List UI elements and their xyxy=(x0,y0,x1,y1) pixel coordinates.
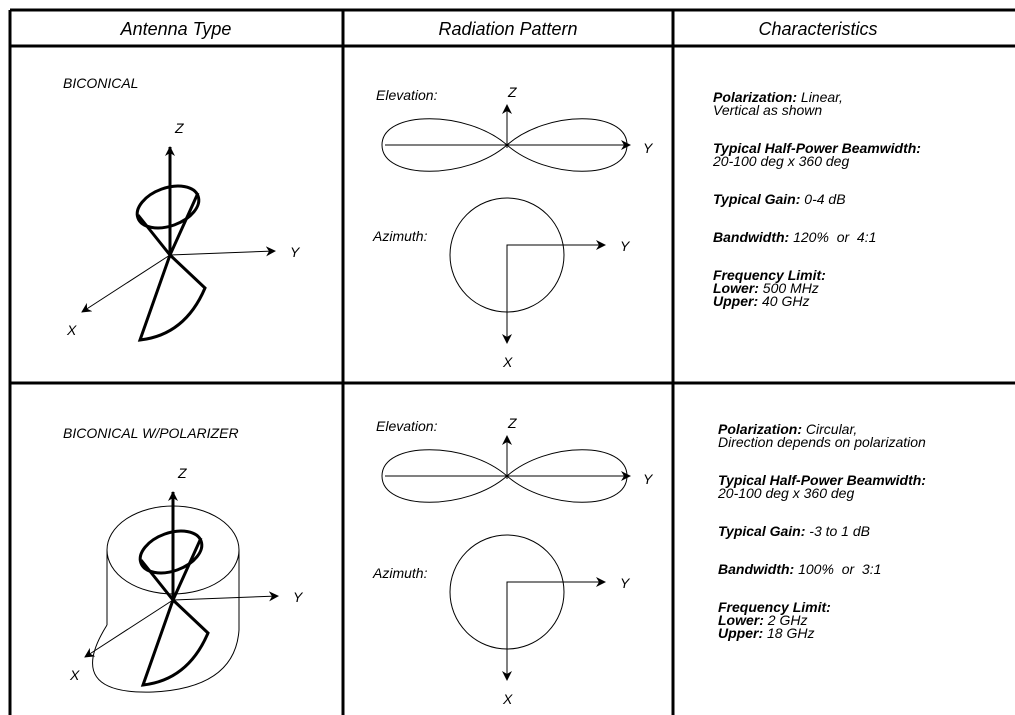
pattern-label: Elevation: xyxy=(376,87,438,103)
characteristic-value: 20-100 deg x 360 deg xyxy=(717,485,854,501)
characteristic-label: Bandwidth: xyxy=(713,229,789,245)
axis-label: Y xyxy=(643,471,654,487)
characteristic-label: Typical Half-Power Beamwidth: xyxy=(718,472,926,488)
characteristic-value: Direction depends on polarization xyxy=(718,434,926,450)
characteristic: Bandwidth: 120% or 4:1 xyxy=(713,229,876,245)
characteristic-value: -3 to 1 dB xyxy=(809,523,870,539)
axis xyxy=(506,577,606,597)
characteristic: Typical Half-Power Beamwidth: xyxy=(718,472,926,488)
characteristic: Vertical as shown xyxy=(713,102,822,118)
axis xyxy=(81,254,171,313)
axis xyxy=(84,599,174,658)
pattern-label: Azimuth: xyxy=(372,228,428,244)
axis-label: Y xyxy=(643,140,654,156)
axis-label: X xyxy=(502,354,513,370)
characteristic: Upper: 18 GHz xyxy=(718,625,814,641)
axis-label: Y xyxy=(293,589,304,605)
characteristic-label: Polarization: xyxy=(718,421,802,437)
antenna-type: BICONICAL xyxy=(63,75,138,91)
axis-label: Z xyxy=(177,465,187,481)
axis-label: Z xyxy=(507,84,517,100)
characteristic: Typical Gain: -3 to 1 dB xyxy=(718,523,870,539)
characteristic-value: 20-100 deg x 360 deg xyxy=(712,153,849,169)
cone-rim xyxy=(135,184,201,230)
axis xyxy=(169,246,276,257)
axis-label: X xyxy=(502,691,513,707)
characteristic: Direction depends on polarization xyxy=(718,434,926,450)
column-header: Antenna Type xyxy=(120,19,232,39)
characteristic-value: Circular, xyxy=(806,421,857,437)
characteristic: Lower: 2 GHz xyxy=(718,612,807,628)
characteristic-value: 100% or 3:1 xyxy=(798,561,881,577)
axis-label: Y xyxy=(290,244,301,260)
characteristic: 20-100 deg x 360 deg xyxy=(717,485,854,501)
characteristic: Typical Gain: 0-4 dB xyxy=(713,191,846,207)
axis-label: Z xyxy=(507,415,517,431)
characteristic: Frequency Limit: xyxy=(718,599,831,615)
characteristic-value: 2 GHz xyxy=(767,612,808,628)
characteristic-label: Typical Half-Power Beamwidth: xyxy=(713,140,921,156)
characteristic: Frequency Limit: xyxy=(713,267,826,283)
characteristic-label: Frequency Limit: xyxy=(718,599,831,615)
characteristic-label: Upper: xyxy=(718,625,763,641)
pattern-label: Elevation: xyxy=(376,418,438,434)
characteristic: 20-100 deg x 360 deg xyxy=(712,153,849,169)
characteristic-value: 40 GHz xyxy=(762,293,809,309)
axis-label: Y xyxy=(620,238,631,254)
axis-label: Z xyxy=(174,120,184,136)
pattern-label: Azimuth: xyxy=(372,565,428,581)
characteristic-label: Lower: xyxy=(713,280,759,296)
antenna-type: BICONICAL W/POLARIZER xyxy=(63,425,239,441)
axis-label: Y xyxy=(620,575,631,591)
characteristic-label: Bandwidth: xyxy=(718,561,794,577)
cone-rim xyxy=(138,529,204,575)
characteristic: Polarization: Circular, xyxy=(718,421,857,437)
characteristic-label: Typical Gain: xyxy=(713,191,800,207)
column-header: Characteristics xyxy=(758,19,877,39)
characteristic: Polarization: Linear, xyxy=(713,89,843,105)
polarizer-body xyxy=(92,550,240,693)
characteristic: Typical Half-Power Beamwidth: xyxy=(713,140,921,156)
cone xyxy=(139,537,210,687)
characteristic: Lower: 500 MHz xyxy=(713,280,819,296)
characteristic-label: Typical Gain: xyxy=(718,523,805,539)
column-header: Radiation Pattern xyxy=(438,19,577,39)
characteristic-value: 18 GHz xyxy=(767,625,814,641)
characteristic-value: 120% or 4:1 xyxy=(793,229,876,245)
axis xyxy=(506,240,606,260)
axis-label: X xyxy=(69,667,80,683)
axis-label: X xyxy=(66,322,77,338)
cone xyxy=(136,192,207,342)
characteristic-value: 500 MHz xyxy=(763,280,819,296)
characteristic-value: Linear, xyxy=(801,89,843,105)
characteristic-label: Upper: xyxy=(713,293,758,309)
axis xyxy=(172,591,279,602)
characteristic-label: Polarization: xyxy=(713,89,797,105)
characteristic: Bandwidth: 100% or 3:1 xyxy=(718,561,881,577)
characteristic-label: Lower: xyxy=(718,612,764,628)
characteristic-value: 0-4 dB xyxy=(804,191,845,207)
characteristic-label: Frequency Limit: xyxy=(713,267,826,283)
characteristic: Upper: 40 GHz xyxy=(713,293,809,309)
characteristic-value: Vertical as shown xyxy=(713,102,822,118)
